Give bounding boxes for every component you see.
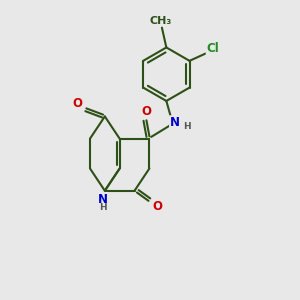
Text: N: N xyxy=(98,193,108,206)
Text: H: H xyxy=(183,122,191,131)
Text: Cl: Cl xyxy=(206,42,219,56)
Text: O: O xyxy=(152,200,162,213)
Text: H: H xyxy=(100,203,107,212)
Text: CH₃: CH₃ xyxy=(149,16,172,26)
Text: O: O xyxy=(72,98,82,110)
Text: O: O xyxy=(141,106,152,118)
Text: N: N xyxy=(170,116,180,129)
